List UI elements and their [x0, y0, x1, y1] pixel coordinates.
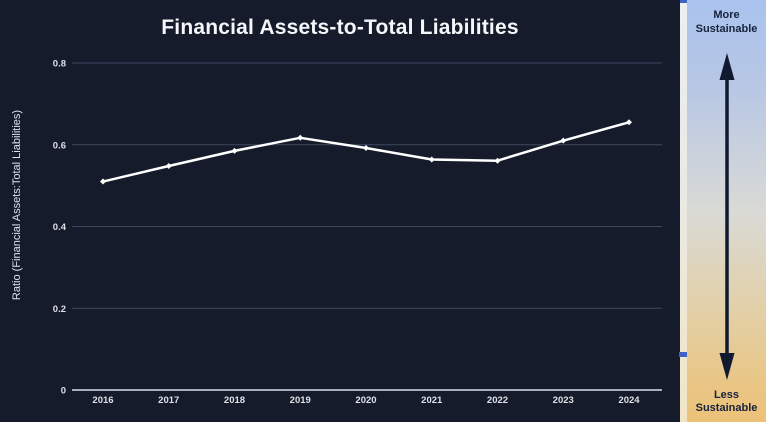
- x-axis-label: 2022: [487, 395, 508, 406]
- x-axis-label: 2023: [553, 395, 574, 406]
- y-tick-label: 0.8: [53, 59, 66, 70]
- y-tick-label: 0.6: [53, 140, 66, 151]
- sidebar-less-sustainable-label: Less Sustainable: [695, 388, 758, 415]
- x-axis-label: 2020: [355, 395, 376, 406]
- x-axis-label: 2016: [92, 395, 113, 406]
- data-point: [494, 157, 501, 164]
- sidebar-more-sustainable-label: More Sustainable: [695, 9, 758, 35]
- data-point: [100, 178, 106, 185]
- data-point: [626, 119, 632, 126]
- scroll-marker-top-icon: [680, 0, 687, 3]
- data-point: [231, 147, 238, 154]
- y-tick-label: 0.4: [53, 222, 67, 233]
- scroll-marker-icon: [679, 352, 687, 357]
- x-axis-label: 2021: [421, 395, 443, 406]
- y-tick-label: 0: [61, 386, 66, 397]
- x-axis-label: 2024: [618, 395, 640, 406]
- data-point: [363, 145, 369, 152]
- data-point: [560, 137, 567, 144]
- data-point: [297, 134, 304, 141]
- x-axis-label: 2017: [158, 395, 179, 406]
- sustainability-sidebar: More Sustainable Less Sustainable: [687, 0, 766, 422]
- double-arrow-icon: [719, 53, 735, 380]
- data-point: [165, 163, 172, 170]
- data-line: [101, 121, 631, 183]
- y-tick-label: 0.2: [53, 304, 66, 315]
- data-point: [428, 156, 435, 163]
- divider-strip: [680, 0, 687, 422]
- chart-title: Financial Assets-to-Total Liabilities: [161, 16, 519, 39]
- chart-panel: Financial Assets-to-Total Liabilities Ra…: [0, 0, 680, 422]
- x-axis-label: 2018: [224, 395, 245, 406]
- x-axis-label: 2019: [290, 395, 311, 406]
- line-chart-svg: 0 0.2 0.4 0.6 0.8 2016 2017 2018 2019 2020 2021 202…: [53, 59, 662, 406]
